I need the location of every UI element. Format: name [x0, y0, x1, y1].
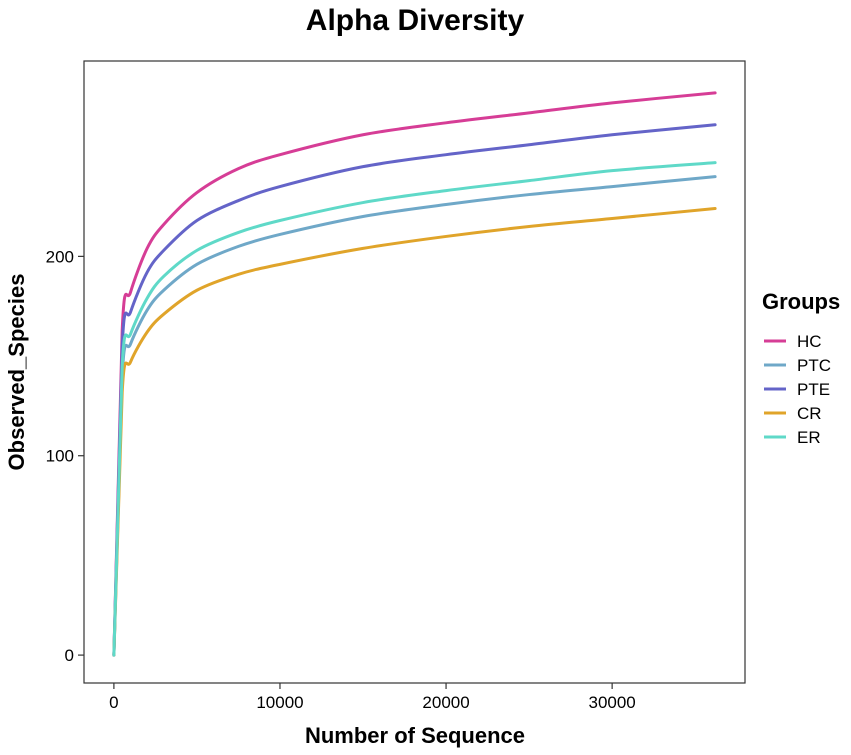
x-tick-label: 20000 [422, 693, 469, 712]
legend-item-hc: HC [764, 332, 822, 351]
x-tick-label: 0 [109, 693, 118, 712]
legend-label: CR [797, 404, 822, 423]
plot-panel [83, 60, 746, 684]
series-line-ptc [112, 175, 717, 657]
legend-title: Groups [762, 289, 840, 314]
y-axis-label: Observed_Species [4, 274, 29, 471]
y-tick-label: 0 [65, 646, 74, 665]
legend-label: PTC [797, 356, 831, 375]
plot-layer: 0 10000 20000 30000 0 100 200 [46, 60, 746, 712]
y-tick-label: 100 [46, 447, 74, 466]
series-line-er [112, 161, 717, 657]
series-line-pte [112, 123, 717, 657]
legend-item-pte: PTE [764, 380, 830, 399]
x-axis-label: Number of Sequence [305, 723, 525, 748]
series-line-cr [112, 207, 717, 657]
series-line-hc [112, 91, 717, 657]
x-tick-label: 10000 [256, 693, 303, 712]
x-tick-label: 30000 [588, 693, 635, 712]
legend-label: PTE [797, 380, 830, 399]
legend-label: HC [797, 332, 822, 351]
legend-label: ER [797, 428, 821, 447]
legend-items: HC PTC PTE CR ER [764, 332, 831, 447]
legend: Groups HC PTC PTE CR ER [762, 289, 840, 447]
legend-item-cr: CR [764, 404, 822, 423]
legend-item-er: ER [764, 428, 821, 447]
chart-title: Alpha Diversity [306, 4, 525, 37]
y-tick-label: 200 [46, 247, 74, 266]
legend-item-ptc: PTC [764, 356, 831, 375]
